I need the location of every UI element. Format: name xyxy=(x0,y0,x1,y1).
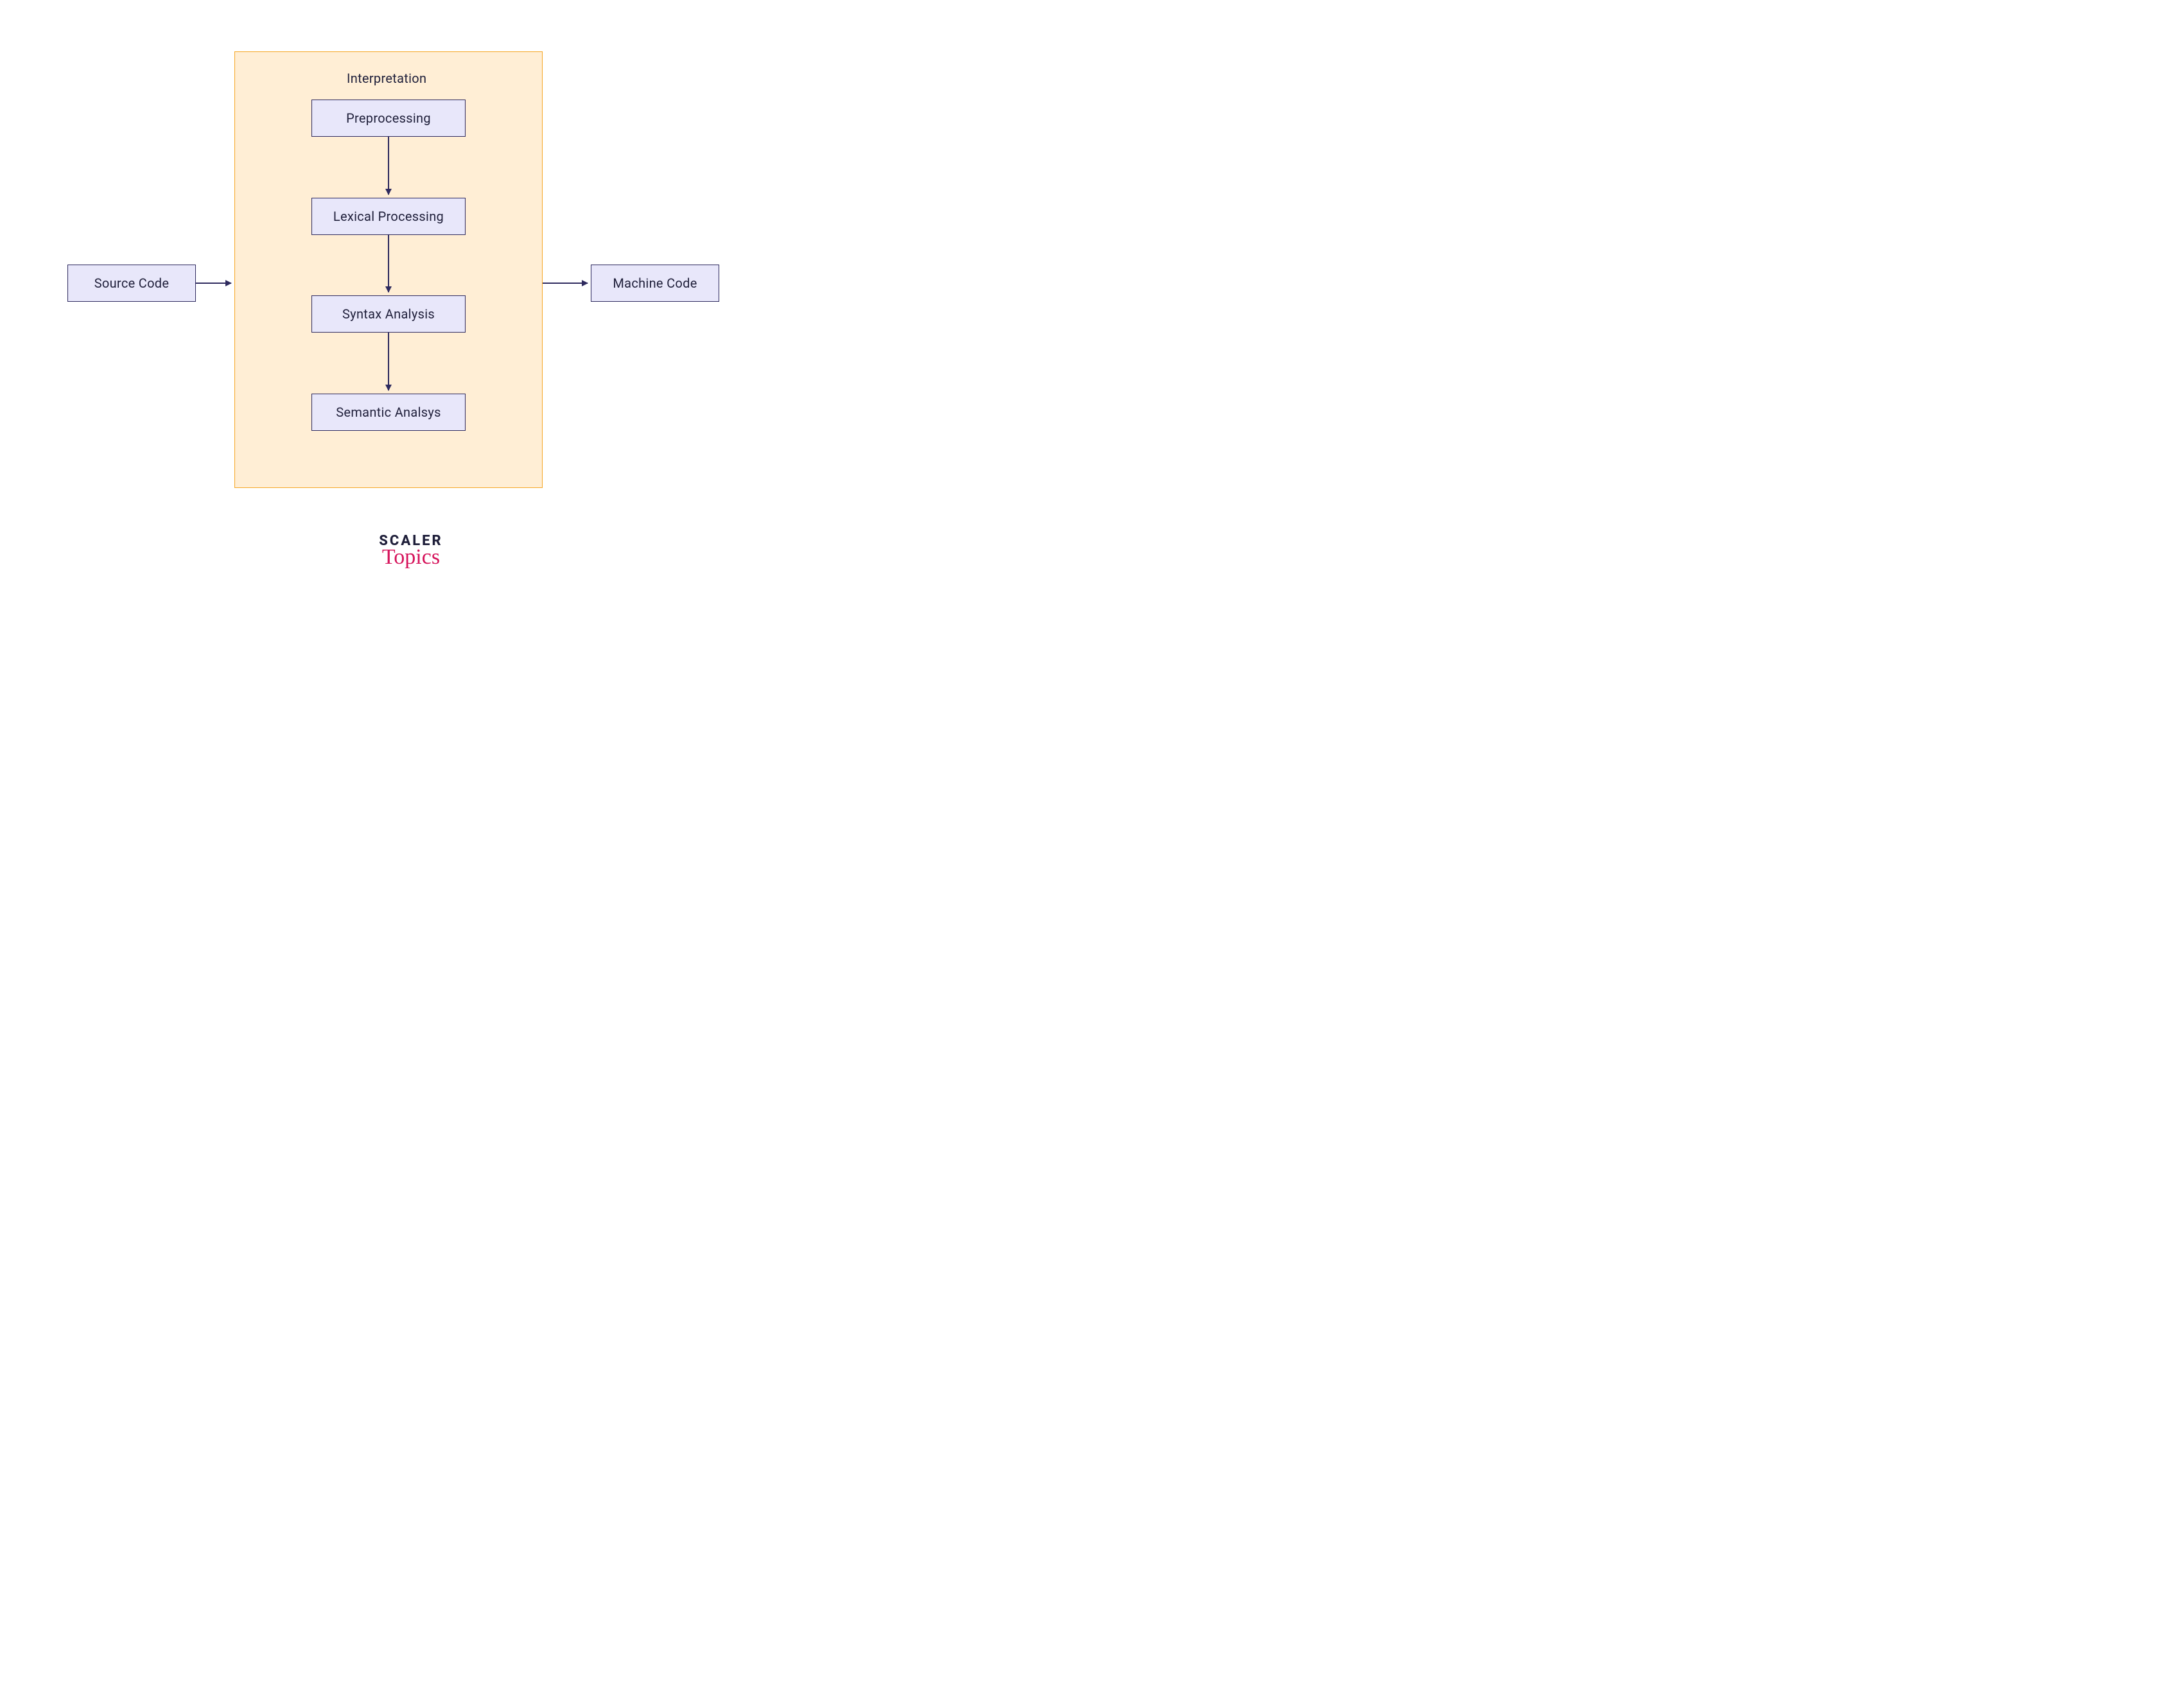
scaler-topics-logo: SCALER Topics xyxy=(379,533,442,570)
interpretation-flowchart: Interpretation Source Code Machine Code … xyxy=(0,0,822,578)
step-lexical: Lexical Processing xyxy=(311,198,466,235)
source-code-label: Source Code xyxy=(94,275,170,291)
logo-topics-text: Topics xyxy=(379,545,442,570)
step-label: Syntax Analysis xyxy=(342,306,435,322)
step-syntax: Syntax Analysis xyxy=(311,295,466,333)
step-label: Semantic Analsys xyxy=(336,405,441,420)
step-semantic: Semantic Analsys xyxy=(311,394,466,431)
source-code-node: Source Code xyxy=(67,265,196,302)
machine-code-label: Machine Code xyxy=(613,275,697,291)
machine-code-node: Machine Code xyxy=(591,265,719,302)
interpretation-title: Interpretation xyxy=(347,71,426,86)
step-label: Lexical Processing xyxy=(333,209,444,224)
step-preprocessing: Preprocessing xyxy=(311,100,466,137)
step-label: Preprocessing xyxy=(346,110,431,126)
